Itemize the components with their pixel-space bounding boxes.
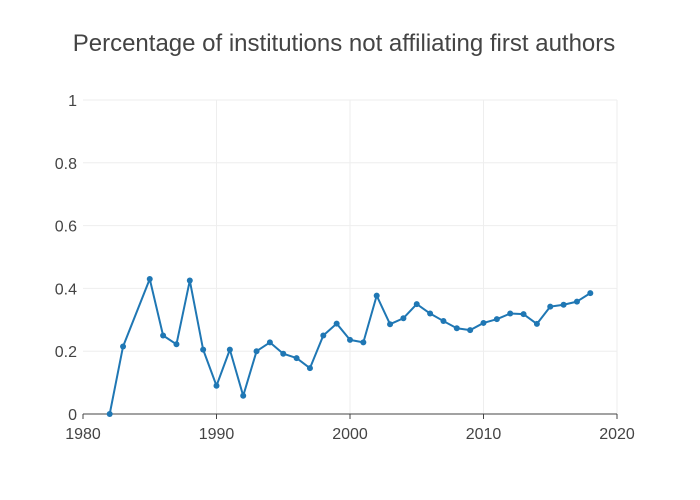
axes: 0 0.2 0.4 0.6 0.8 1 1980 1990 2000 2010 2020 <box>55 93 635 443</box>
x-tick-label: 1980 <box>65 426 101 443</box>
data-point[interactable] <box>387 321 394 328</box>
data-point[interactable] <box>520 311 527 318</box>
data-point[interactable] <box>253 348 260 355</box>
data-point[interactable] <box>333 320 340 327</box>
y-tick-label: 0.4 <box>55 281 77 298</box>
x-tick-label: 2020 <box>599 426 635 443</box>
y-tick-label: 0.8 <box>55 156 77 173</box>
data-point[interactable] <box>427 310 434 317</box>
data-point[interactable] <box>240 392 247 399</box>
data-point[interactable] <box>146 275 153 282</box>
data-point[interactable] <box>413 301 420 308</box>
data-point[interactable] <box>360 339 367 346</box>
data-point[interactable] <box>493 316 500 323</box>
data-series <box>106 275 594 417</box>
y-tick-label: 0.6 <box>55 219 77 236</box>
data-point[interactable] <box>160 332 167 339</box>
x-tick-label: 2000 <box>332 426 368 443</box>
data-point[interactable] <box>306 365 313 372</box>
data-point[interactable] <box>266 339 273 346</box>
data-point[interactable] <box>186 277 193 284</box>
data-point[interactable] <box>280 350 287 357</box>
data-point[interactable] <box>347 336 353 343</box>
data-point[interactable] <box>213 382 220 389</box>
data-point[interactable] <box>320 332 327 339</box>
data-point[interactable] <box>453 325 460 332</box>
data-point[interactable] <box>533 320 540 327</box>
x-tick-label: 1990 <box>199 426 235 443</box>
data-point[interactable] <box>507 310 514 317</box>
data-point[interactable] <box>173 341 180 348</box>
data-point[interactable] <box>440 318 447 325</box>
y-tick-label: 1 <box>68 93 77 110</box>
data-point[interactable] <box>106 411 113 417</box>
chart-title: Percentage of institutions not affiliati… <box>73 30 616 57</box>
gridlines <box>83 99 618 414</box>
data-point[interactable] <box>480 319 487 326</box>
x-tick-label: 2010 <box>466 426 502 443</box>
data-point[interactable] <box>547 303 554 310</box>
data-point[interactable] <box>226 346 233 353</box>
data-point[interactable] <box>120 343 127 350</box>
data-point[interactable] <box>200 346 207 353</box>
data-point[interactable] <box>293 355 300 362</box>
data-point[interactable] <box>573 298 580 305</box>
data-point[interactable] <box>587 290 594 297</box>
data-point[interactable] <box>400 315 407 322</box>
y-tick-label: 0.2 <box>55 344 77 361</box>
y-tick-label: 0 <box>68 407 77 424</box>
data-point[interactable] <box>467 327 474 334</box>
data-point[interactable] <box>373 292 380 299</box>
data-point[interactable] <box>560 301 567 308</box>
